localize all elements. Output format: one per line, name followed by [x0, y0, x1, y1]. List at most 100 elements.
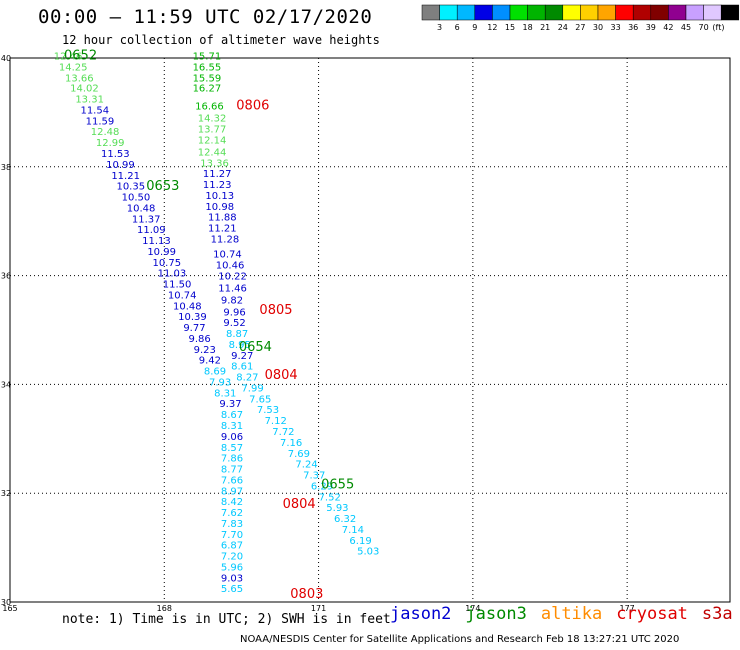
time-label-7: 0804	[283, 497, 316, 512]
data-point-cryosat-17: 10.74	[213, 250, 242, 261]
x-tick-label-177: 177	[620, 604, 635, 613]
data-point-cryosat-19: 10.22	[218, 271, 247, 282]
data-point-jason3-13: 10.50	[122, 193, 151, 204]
colorbar-swatch-4	[492, 4, 511, 21]
colorbar-label-18: 18	[523, 23, 533, 32]
colorbar-label-12: 12	[487, 23, 497, 32]
data-point-cryosat-9: 13.36	[200, 158, 229, 169]
data-point-jason3-2: 13.66	[65, 73, 94, 84]
data-point-cryosat-32: 7.12	[265, 416, 287, 427]
data-point-cryosat-20: 11.46	[218, 283, 247, 294]
data-point-cryosat-23: 9.52	[223, 318, 245, 329]
time-label-2: 0653	[146, 179, 179, 194]
colorbar-swatch-14	[668, 4, 687, 21]
data-point-cryosat-7: 12.14	[198, 135, 227, 146]
data-point-cryosat-12: 10.13	[205, 191, 234, 202]
x-tick-label-174: 174	[465, 604, 480, 613]
data-point-cryosat-6: 13.77	[198, 125, 227, 136]
colorbar-swatch-17	[720, 4, 740, 21]
data-point-jason3-33: 8.67	[221, 410, 243, 421]
data-point-jason3-35: 9.06	[221, 432, 243, 443]
data-point-cryosat-34: 7.16	[280, 438, 302, 449]
data-point-jason3-42: 7.62	[221, 508, 243, 519]
data-point-jason3-43: 7.83	[221, 519, 243, 530]
data-point-jason3-12: 10.35	[116, 182, 145, 193]
colorbar-swatch-12	[632, 4, 652, 21]
footer-credit: NOAA/NESDIS Center for Satellite Applica…	[240, 634, 680, 645]
colorbar-swatch-0	[421, 4, 440, 21]
time-label-4: 0654	[239, 340, 272, 355]
data-point-cryosat-5: 14.32	[198, 114, 227, 125]
legend-cryosat: cryosat	[616, 604, 688, 624]
data-point-cryosat-13: 10.98	[205, 202, 234, 213]
data-point-jason3-15: 11.37	[132, 214, 161, 225]
colorbar-swatch-16	[703, 4, 722, 21]
chart-subtitle: 12 hour collection of altimeter wave hei…	[62, 33, 380, 47]
data-point-jason3-34: 8.31	[221, 421, 243, 432]
colorbar-label-36: 36	[628, 23, 638, 32]
colorbar-swatch-8	[562, 4, 581, 21]
data-point-cryosat-42: 7.14	[342, 525, 364, 536]
y-tick-label-38: 38	[1, 163, 11, 172]
time-label-8: 0803	[290, 587, 323, 602]
data-point-jason3-41: 8.42	[221, 497, 243, 508]
colorbar-label-70: 70	[699, 23, 709, 32]
colorbar-label-15: 15	[505, 23, 515, 32]
data-point-jason3-6: 11.59	[86, 116, 115, 127]
data-point-cryosat-0: 15.71	[193, 52, 222, 63]
data-point-cryosat-26: 9.27	[231, 351, 253, 362]
colorbar-label-9: 9	[472, 23, 477, 32]
y-tick-label-40: 40	[1, 54, 11, 63]
colorbar-swatch-2	[456, 4, 476, 21]
colorbar-swatch-13	[650, 4, 669, 21]
data-point-jason3-4: 13.31	[75, 95, 104, 106]
colorbar-label-24: 24	[558, 23, 568, 32]
data-point-jason3-39: 7.66	[221, 475, 243, 486]
data-point-cryosat-41: 6.32	[334, 514, 356, 525]
colorbar-swatch-6	[527, 4, 546, 21]
data-point-jason3-9: 11.53	[101, 149, 130, 160]
colorbar-label-3: 3	[437, 23, 442, 32]
data-point-jason3-30: 7.93	[209, 377, 231, 388]
data-point-jason3-32: 9.37	[219, 399, 241, 410]
data-point-cryosat-4: 16.66	[195, 102, 224, 113]
data-point-cryosat-24: 8.87	[226, 329, 248, 340]
data-point-cryosat-11: 11.23	[203, 180, 232, 191]
x-tick-label-168: 168	[157, 604, 172, 613]
data-point-jason3-27: 9.23	[194, 345, 216, 356]
colorbar: 3 6 9 12 15 18 21 24 27 30 33 36 39 42 45 70 (ft)	[421, 4, 740, 32]
data-point-jason3-26: 9.86	[188, 334, 210, 345]
data-point-cryosat-8: 12.44	[198, 147, 227, 158]
data-point-jason3-11: 11.21	[111, 171, 140, 182]
colorbar-unit: (ft)	[712, 23, 724, 32]
data-point-jason3-7: 12.48	[91, 127, 120, 138]
data-point-jason3-8: 12.99	[96, 138, 125, 149]
data-point-cryosat-14: 11.88	[208, 213, 237, 224]
legend-s3a: s3a	[701, 604, 733, 624]
data-point-jason3-19: 10.75	[152, 258, 181, 269]
x-tick-label-165: 165	[2, 604, 17, 613]
data-point-cryosat-33: 7.72	[272, 427, 294, 438]
time-labels: 0652 0806 0653 0805 0654 0804 0655 0804 0803	[64, 49, 354, 603]
data-point-cryosat-28: 8.27	[236, 373, 258, 384]
data-point-cryosat-44: 5.03	[357, 547, 379, 558]
data-point-jason3-31: 8.31	[214, 388, 236, 399]
plot-frame	[9, 57, 731, 603]
data-point-jason3-24: 10.39	[178, 312, 207, 323]
legend-jason2: jason2	[390, 604, 452, 624]
legend-jason3: jason3	[465, 604, 527, 624]
colorbar-label-30: 30	[593, 23, 603, 32]
data-point-jason3-40: 8.97	[221, 486, 243, 497]
data-point-jason3-10: 10.99	[106, 160, 135, 171]
data-point-cryosat-27: 8.61	[231, 362, 253, 373]
footer-note: note: 1) Time is in UTC; 2) SWH is in fe…	[62, 612, 391, 627]
data-point-jason3-28: 9.42	[199, 356, 221, 367]
data-point-cryosat-43: 6.19	[349, 536, 371, 547]
data-point-jason3-14: 10.48	[127, 203, 156, 214]
data-point-cryosat-1: 16.55	[193, 63, 222, 74]
data-point-jason3-44: 7.70	[221, 530, 243, 541]
data-point-jason3-16: 11.09	[137, 225, 166, 236]
data-point-cryosat-39: 7.52	[319, 492, 341, 503]
colorbar-swatch-7	[544, 4, 564, 21]
